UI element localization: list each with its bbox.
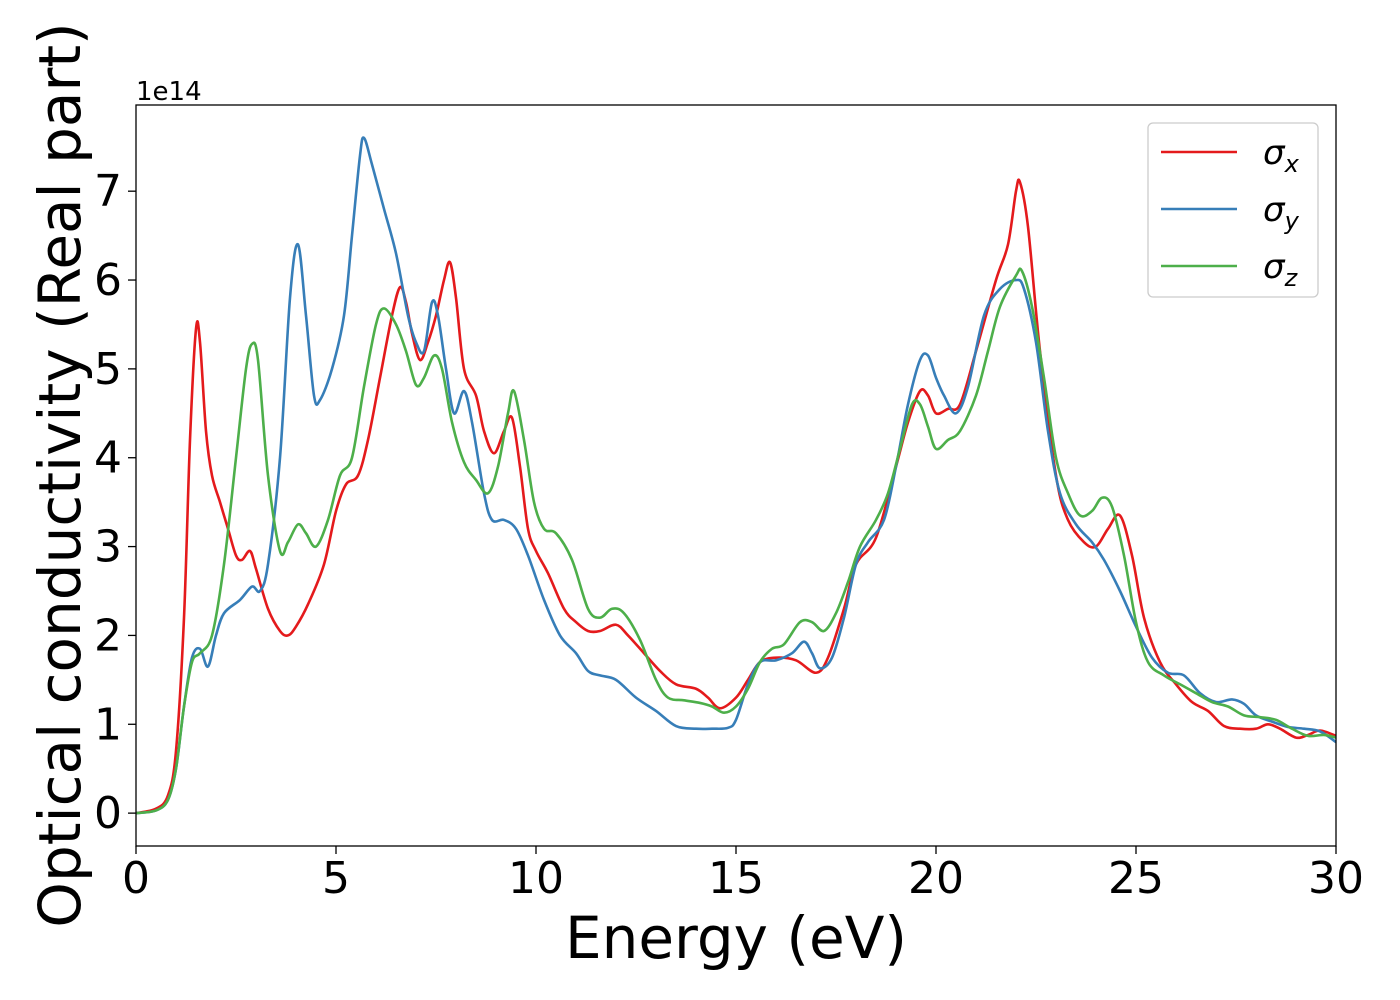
y-tick-label: 6 <box>94 255 122 306</box>
x-tick-label: 10 <box>508 853 564 904</box>
y-offset-text: 1e14 <box>136 77 202 107</box>
x-tick-label: 30 <box>1308 853 1364 904</box>
series-line-x <box>136 178 1336 815</box>
x-axis-title: Energy (eV) <box>565 904 907 972</box>
y-axis-title: Optical conductivity (Real part) <box>26 22 94 927</box>
series-line-z <box>136 267 1336 815</box>
legend-label-y: σy <box>1263 190 1300 235</box>
x-tick-label: 20 <box>908 853 964 904</box>
y-tick-label: 7 <box>94 166 122 217</box>
y-tick-label: 5 <box>94 344 122 395</box>
x-axis: 0 5 10 15 20 25 30 <box>122 846 1364 904</box>
series-layer <box>136 136 1336 815</box>
y-axis: 0 1 2 3 4 5 6 7 <box>94 166 136 839</box>
y-tick-label: 3 <box>94 522 122 573</box>
legend: σx σy σz <box>1147 122 1319 298</box>
x-tick-label: 0 <box>122 853 150 904</box>
y-tick-label: 2 <box>94 610 122 661</box>
x-tick-label: 15 <box>708 853 764 904</box>
y-tick-label: 4 <box>94 433 122 484</box>
legend-label-x: σx <box>1263 133 1300 178</box>
x-tick-label: 5 <box>322 853 350 904</box>
legend-label-z: σz <box>1263 247 1299 292</box>
legend-items: σx σy σz <box>1161 133 1300 292</box>
y-tick-label: 0 <box>94 788 122 839</box>
series-line-y <box>136 136 1336 815</box>
x-tick-label: 25 <box>1108 853 1164 904</box>
y-tick-label: 1 <box>94 699 122 750</box>
